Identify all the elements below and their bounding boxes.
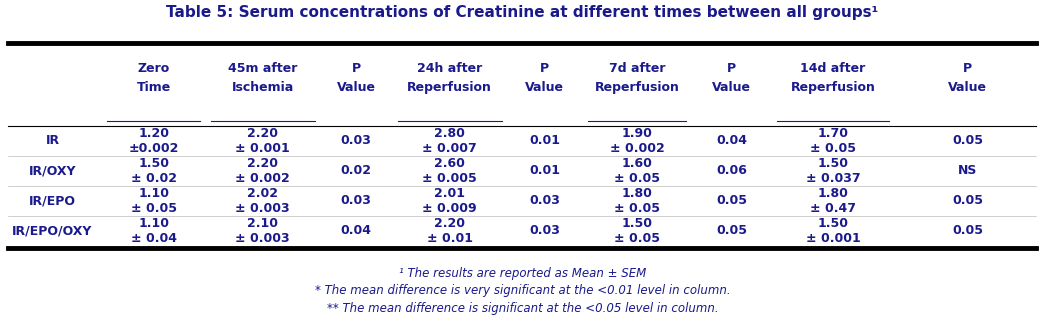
Text: 2.80: 2.80 [434,127,465,140]
Text: ± 0.002: ± 0.002 [610,142,664,155]
Text: 2.01: 2.01 [434,187,465,200]
Text: Value: Value [948,81,988,94]
Text: P: P [964,63,972,76]
Text: 2.60: 2.60 [434,157,465,170]
Text: 1.10: 1.10 [139,187,169,200]
Text: ± 0.002: ± 0.002 [236,172,290,185]
Text: Ischemia: Ischemia [232,81,294,94]
Text: Value: Value [526,81,564,94]
Text: P: P [351,63,361,76]
Text: Reperfusion: Reperfusion [595,81,680,94]
Text: 2.20: 2.20 [247,127,278,140]
Text: 1.50: 1.50 [139,157,169,170]
Text: ± 0.005: ± 0.005 [422,172,477,185]
Text: 45m after: 45m after [228,63,297,76]
Text: ±0.002: ±0.002 [128,142,179,155]
Text: 0.03: 0.03 [341,134,371,147]
Text: 7d after: 7d after [609,63,665,76]
Text: ± 0.037: ± 0.037 [805,172,860,185]
Text: IR/EPO/OXY: IR/EPO/OXY [13,224,93,238]
Text: ± 0.003: ± 0.003 [236,232,290,245]
Text: 1.10: 1.10 [139,217,169,230]
Text: ± 0.003: ± 0.003 [236,202,290,215]
Text: * The mean difference is very significant at the <0.01 level in column.: * The mean difference is very significan… [315,284,730,297]
Text: 0.02: 0.02 [341,164,371,177]
Text: 2.02: 2.02 [247,187,278,200]
Text: ¹ The results are reported as Mean ± SEM: ¹ The results are reported as Mean ± SEM [398,267,646,280]
Text: ± 0.05: ± 0.05 [614,202,660,215]
Text: IR: IR [46,134,59,147]
Text: 0.03: 0.03 [341,194,371,207]
Text: 0.03: 0.03 [529,194,560,207]
Text: 0.05: 0.05 [952,194,984,207]
Text: 0.03: 0.03 [529,224,560,238]
Text: 1.80: 1.80 [622,187,653,200]
Text: ± 0.04: ± 0.04 [130,232,176,245]
Text: IR/OXY: IR/OXY [29,164,76,177]
Text: 1.90: 1.90 [622,127,653,140]
Text: 1.50: 1.50 [622,217,653,230]
Text: ± 0.47: ± 0.47 [809,202,856,215]
Text: ± 0.05: ± 0.05 [614,172,660,185]
Text: 1.50: 1.50 [818,157,848,170]
Text: ± 0.007: ± 0.007 [422,142,477,155]
Text: P: P [540,63,550,76]
Text: 0.05: 0.05 [717,194,747,207]
Text: 0.05: 0.05 [952,134,984,147]
Text: Value: Value [337,81,375,94]
Text: 0.04: 0.04 [341,224,371,238]
Text: ± 0.05: ± 0.05 [614,232,660,245]
Text: Zero: Zero [138,63,170,76]
Text: ± 0.05: ± 0.05 [809,142,856,155]
Text: Reperfusion: Reperfusion [407,81,492,94]
Text: 0.01: 0.01 [529,164,560,177]
Text: Table 5: Serum concentrations of Creatinine at different times between all group: Table 5: Serum concentrations of Creatin… [166,5,878,20]
Text: ± 0.009: ± 0.009 [422,202,477,215]
Text: ± 0.02: ± 0.02 [130,172,176,185]
Text: ± 0.05: ± 0.05 [130,202,176,215]
Text: 0.05: 0.05 [952,224,984,238]
Text: ± 0.001: ± 0.001 [805,232,860,245]
Text: Value: Value [712,81,751,94]
Text: P: P [727,63,736,76]
Text: 0.04: 0.04 [717,134,747,147]
Text: 1.70: 1.70 [818,127,848,140]
Text: NS: NS [959,164,977,177]
Text: ± 0.001: ± 0.001 [236,142,290,155]
Text: 24h after: 24h after [417,63,482,76]
Text: Time: Time [137,81,171,94]
Text: 1.20: 1.20 [139,127,169,140]
Text: 0.05: 0.05 [717,224,747,238]
Text: ± 0.01: ± 0.01 [427,232,472,245]
Text: 14d after: 14d after [800,63,866,76]
Text: 0.01: 0.01 [529,134,560,147]
Text: Reperfusion: Reperfusion [791,81,875,94]
Text: 2.20: 2.20 [434,217,465,230]
Text: IR/EPO: IR/EPO [29,194,76,207]
Text: 1.60: 1.60 [622,157,653,170]
Text: 0.06: 0.06 [717,164,747,177]
Text: 1.80: 1.80 [818,187,848,200]
Text: 2.10: 2.10 [247,217,278,230]
Text: 1.50: 1.50 [818,217,848,230]
Text: ** The mean difference is significant at the <0.05 level in column.: ** The mean difference is significant at… [326,301,719,314]
Text: 2.20: 2.20 [247,157,278,170]
